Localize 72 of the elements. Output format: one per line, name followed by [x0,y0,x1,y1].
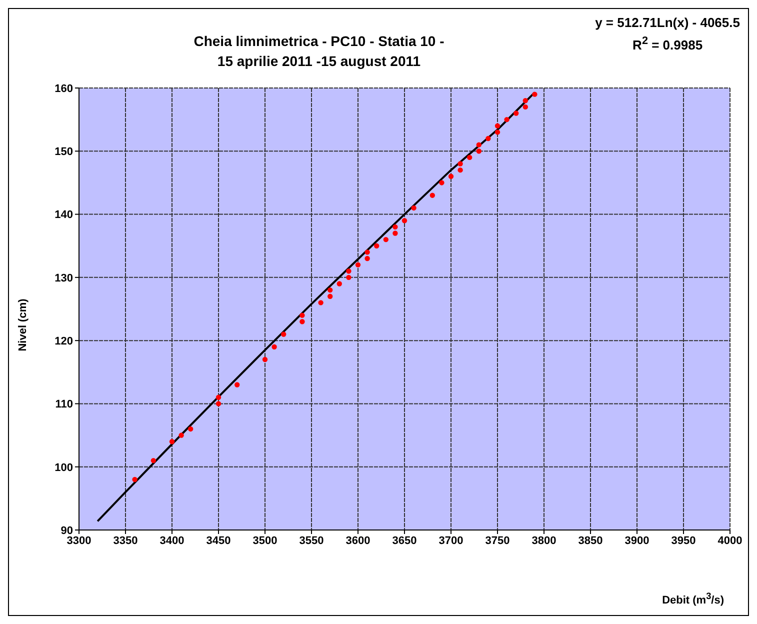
y-tick-label: 140 [54,209,73,222]
point [514,110,519,116]
point [150,458,156,464]
x-tick-label: 3300 [66,534,92,547]
y-tick-label: 160 [54,82,73,95]
point [364,250,370,255]
point [494,123,500,128]
point [328,294,333,299]
point [374,243,380,248]
point [234,382,240,388]
point [392,230,398,236]
x-tick-label: 3700 [438,534,464,547]
point [486,136,491,142]
point [532,92,538,97]
point [392,224,398,230]
point [300,319,305,324]
point [522,104,528,110]
point [346,274,352,280]
text: y = 512.71Ln(x) - 4065.5 [595,14,740,32]
x-tick-label: 3800 [532,534,556,547]
point [411,205,416,211]
point [467,154,472,160]
point [318,300,324,306]
point [178,432,184,438]
x-tick-label: 3600 [346,534,370,547]
point [439,180,444,186]
x-tick-label: 3350 [113,534,138,547]
point [272,344,277,350]
y-tick-label: 110 [55,398,73,411]
x-tick-label: 3500 [252,534,278,547]
x-tick-label: 3950 [671,534,696,547]
x-tick-label: 3450 [206,534,231,547]
x-tick-label: 3750 [485,534,510,547]
x-tick-label: 3550 [299,534,324,547]
point [188,426,194,432]
point [504,116,510,122]
point [476,148,482,154]
y-tick-label: 100 [54,462,73,474]
x-tick-label: 3850 [578,534,603,547]
point [336,281,342,286]
point [522,98,528,104]
point [328,287,333,293]
point [458,167,463,173]
point [476,142,482,148]
text: R$^{2}$ = 0.9985 [632,34,704,54]
y-tick-label: 90 [60,524,73,537]
y-tick-label: 150 [54,146,73,158]
point [364,256,370,262]
point [300,312,305,318]
chart-title: Cheia limnimetrica - PC10 - Statia 10 - 15 aprilie 2011 -15 august 2011 [192,32,446,71]
y-tick-label: 130 [54,272,73,284]
point [383,236,388,242]
point [355,262,361,268]
point [448,174,454,179]
x-tick-label: 3650 [392,534,417,547]
x-axis-title: Debit (m$^{3}$/s) [662,591,724,607]
x-tick-label: 3900 [624,534,650,547]
point [281,332,286,337]
y-axis-title: Nivel (cm) [17,298,29,352]
point [402,218,408,224]
point [169,439,175,444]
point [216,394,222,400]
point [132,476,138,482]
point [430,192,435,198]
point [494,130,500,135]
point [458,161,463,166]
y-tick-label: 120 [54,335,73,348]
point [262,356,268,362]
x-tick-label: 3400 [160,534,184,547]
x-tick-label: 4000 [718,534,742,547]
point [216,401,222,406]
point [346,268,352,274]
